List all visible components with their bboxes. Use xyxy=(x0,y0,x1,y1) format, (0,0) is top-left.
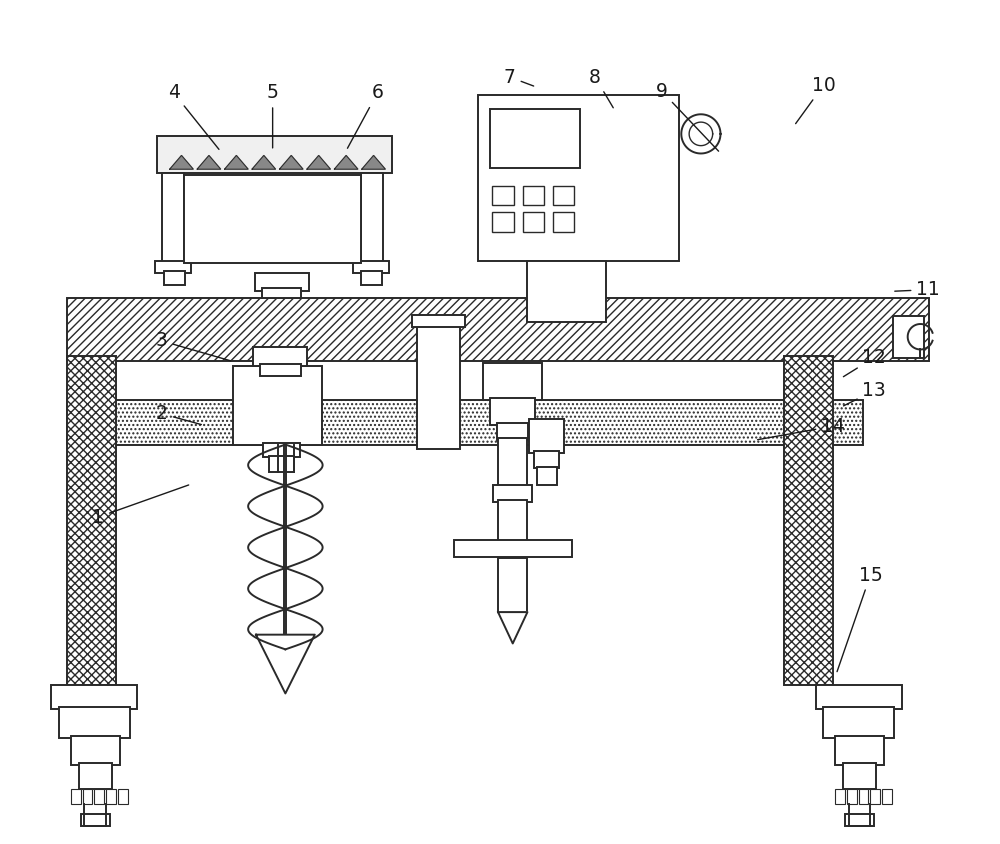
Bar xyxy=(79,763,112,788)
Bar xyxy=(71,788,81,804)
Bar xyxy=(454,539,572,557)
Bar xyxy=(823,707,894,738)
Bar xyxy=(483,363,542,400)
Bar xyxy=(845,814,874,825)
Bar xyxy=(498,500,527,542)
Bar xyxy=(184,175,361,263)
Bar xyxy=(81,814,110,825)
Bar xyxy=(263,442,300,457)
Bar xyxy=(492,186,514,205)
Bar xyxy=(353,262,389,273)
Bar xyxy=(260,364,301,376)
Text: 15: 15 xyxy=(837,565,882,672)
Bar xyxy=(67,298,929,361)
Text: 7: 7 xyxy=(504,68,534,87)
Bar xyxy=(157,136,392,173)
Text: 1: 1 xyxy=(92,485,189,527)
Text: 13: 13 xyxy=(844,381,886,406)
Bar xyxy=(59,707,130,738)
Polygon shape xyxy=(334,155,358,169)
Bar xyxy=(497,423,528,440)
Bar xyxy=(67,400,863,445)
Bar xyxy=(118,788,128,804)
Bar xyxy=(253,347,307,366)
Bar xyxy=(534,452,559,468)
Bar xyxy=(67,356,116,684)
Bar xyxy=(784,356,833,684)
Text: 2: 2 xyxy=(156,404,201,425)
Polygon shape xyxy=(252,155,276,169)
Polygon shape xyxy=(307,155,330,169)
Bar xyxy=(527,262,606,322)
Bar xyxy=(553,213,574,232)
Bar xyxy=(493,484,532,502)
Polygon shape xyxy=(170,155,193,169)
Bar xyxy=(412,315,465,327)
Bar xyxy=(492,213,514,232)
Polygon shape xyxy=(498,612,527,643)
Bar xyxy=(269,457,294,472)
Bar xyxy=(417,322,460,450)
Bar xyxy=(233,366,322,445)
Bar xyxy=(537,467,557,484)
Bar xyxy=(262,288,301,298)
Bar xyxy=(94,788,104,804)
Bar xyxy=(478,95,679,262)
Bar xyxy=(490,398,535,425)
Bar xyxy=(361,271,382,284)
Bar xyxy=(882,788,892,804)
Text: 9: 9 xyxy=(656,82,719,151)
Bar xyxy=(164,271,185,284)
Bar xyxy=(529,419,564,453)
Polygon shape xyxy=(681,114,720,154)
Bar xyxy=(71,736,120,765)
Bar xyxy=(498,438,527,487)
Bar xyxy=(523,186,544,205)
Bar xyxy=(870,788,880,804)
Bar xyxy=(859,788,868,804)
Bar xyxy=(843,763,876,788)
Polygon shape xyxy=(256,635,315,694)
Polygon shape xyxy=(362,155,385,169)
Bar xyxy=(361,173,383,263)
Text: 4: 4 xyxy=(168,84,219,149)
Text: 10: 10 xyxy=(796,76,835,123)
Bar xyxy=(847,788,857,804)
Bar xyxy=(83,788,92,804)
Text: 5: 5 xyxy=(267,84,279,148)
Polygon shape xyxy=(689,122,713,146)
Text: 11: 11 xyxy=(895,280,940,299)
Bar xyxy=(835,788,845,804)
Bar xyxy=(255,273,309,290)
Bar xyxy=(498,558,527,612)
Bar xyxy=(835,736,884,765)
Bar xyxy=(523,213,544,232)
Text: 3: 3 xyxy=(156,332,231,361)
Bar xyxy=(162,173,184,263)
Text: 8: 8 xyxy=(589,68,613,108)
Text: 6: 6 xyxy=(347,84,383,149)
Bar xyxy=(490,110,580,168)
Text: 14: 14 xyxy=(758,417,845,440)
Bar xyxy=(155,262,191,273)
Polygon shape xyxy=(225,155,248,169)
Polygon shape xyxy=(197,155,221,169)
Bar xyxy=(553,186,574,205)
Polygon shape xyxy=(280,155,303,169)
Bar xyxy=(816,684,902,709)
Bar xyxy=(106,788,116,804)
Text: 12: 12 xyxy=(843,348,886,376)
Bar xyxy=(893,316,924,359)
Bar xyxy=(51,684,137,709)
